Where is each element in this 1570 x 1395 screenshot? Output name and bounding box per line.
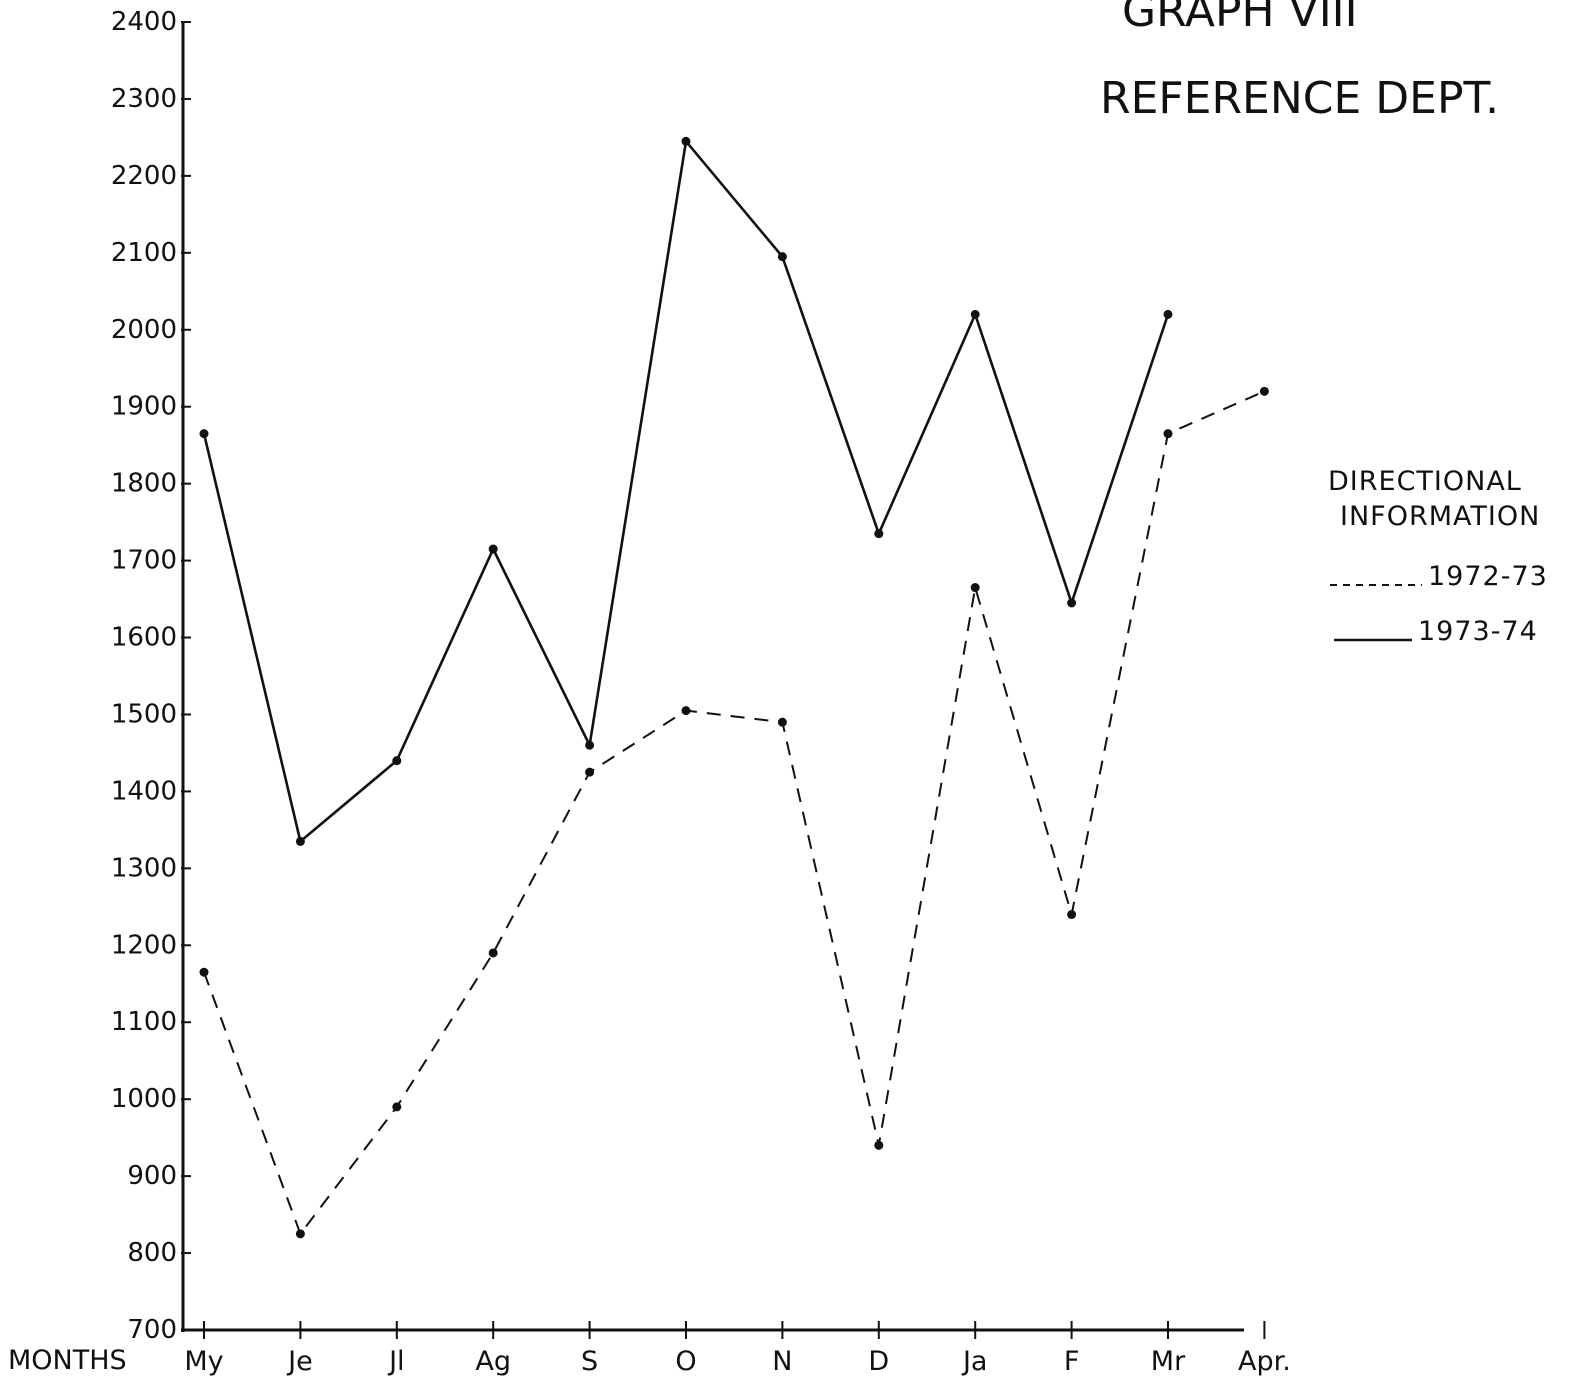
legend: DIRECTIONAL INFORMATION 1972-73 1973-74 <box>1328 466 1548 647</box>
y-tick-label: 1400 <box>111 776 177 806</box>
series-lines <box>202 140 1265 1235</box>
x-tick-label: O <box>675 1346 696 1377</box>
data-point-1973-74 <box>777 252 787 262</box>
legend-title-line2: INFORMATION <box>1340 501 1540 532</box>
data-point-1973-74 <box>1163 309 1173 319</box>
y-tick-label: 2200 <box>111 161 177 191</box>
data-point-1972-73 <box>777 717 787 727</box>
y-tick-label: 1000 <box>111 1084 177 1114</box>
series-points <box>199 136 1269 1239</box>
data-point-1972-73 <box>585 767 595 777</box>
x-tick-label: D <box>868 1346 889 1377</box>
data-point-1972-73 <box>874 1140 884 1150</box>
y-tick-label: 2000 <box>111 315 177 345</box>
data-point-1972-73 <box>681 706 691 716</box>
x-tick-label: Jl <box>387 1346 404 1377</box>
y-tick-label: 2300 <box>111 84 177 114</box>
y-tick-label: 1600 <box>111 623 177 653</box>
x-tick-label: Ag <box>475 1346 511 1377</box>
x-axis-ticks: My Je Jl Ag S O N D Ja F Mr Apr. <box>184 1321 1291 1377</box>
y-tick-label: 700 <box>127 1315 177 1345</box>
legend-label-1972-73: 1972-73 <box>1428 561 1548 592</box>
y-tick-label: 1900 <box>111 392 177 422</box>
y-tick-label: 2100 <box>111 238 177 268</box>
x-tick-label: My <box>184 1346 223 1377</box>
chart-subtitle: REFERENCE DEPT. <box>1100 73 1499 124</box>
data-point-1973-74 <box>874 529 884 539</box>
y-tick-label: 800 <box>127 1238 177 1268</box>
axes <box>181 22 1244 1332</box>
x-tick-label: Je <box>286 1346 313 1377</box>
data-point-1973-74 <box>199 429 209 439</box>
data-point-1972-73 <box>199 967 209 977</box>
data-point-1972-73 <box>392 1102 402 1112</box>
chart-title: GRAPH VIII <box>1122 0 1358 37</box>
y-tick-label: 1500 <box>111 699 177 729</box>
y-axis-ticks: 2400 2300 2200 2100 2000 1900 1800 1700 1600 1500… <box>111 7 191 1345</box>
data-point-1972-73 <box>1259 386 1269 396</box>
data-point-1972-73 <box>1163 429 1173 439</box>
y-tick-label: 2400 <box>111 7 177 37</box>
y-tick-label: 1800 <box>111 469 177 499</box>
x-tick-label: N <box>772 1346 792 1377</box>
data-point-1973-74 <box>1067 598 1077 608</box>
series-line-1972-73 <box>203 390 1265 1235</box>
data-point-1973-74 <box>488 544 498 554</box>
x-axis-label: MONTHS <box>8 1345 127 1376</box>
legend-title-line1: DIRECTIONAL <box>1328 466 1522 497</box>
data-point-1973-74 <box>681 136 691 146</box>
legend-label-1973-74: 1973-74 <box>1418 616 1538 647</box>
x-tick-label: Apr. <box>1238 1346 1291 1377</box>
data-point-1972-73 <box>488 948 498 958</box>
y-tick-label: 1300 <box>111 853 177 883</box>
x-tick-label: Mr <box>1151 1346 1186 1377</box>
y-tick-label: 1100 <box>111 1007 177 1037</box>
data-point-1972-73 <box>970 583 980 593</box>
y-tick-label: 1200 <box>111 930 177 960</box>
y-tick-label: 1700 <box>111 546 177 576</box>
data-point-1973-74 <box>392 756 402 766</box>
data-point-1972-73 <box>295 1229 305 1239</box>
series-line-1973-74 <box>202 140 1170 843</box>
data-point-1973-74 <box>585 740 595 750</box>
data-point-1972-73 <box>1067 910 1077 920</box>
x-tick-label: S <box>581 1346 598 1377</box>
data-point-1973-74 <box>970 309 980 319</box>
y-tick-label: 900 <box>127 1161 177 1191</box>
x-tick-label: Ja <box>961 1346 988 1377</box>
data-point-1973-74 <box>295 836 305 846</box>
x-tick-label: F <box>1064 1346 1080 1377</box>
